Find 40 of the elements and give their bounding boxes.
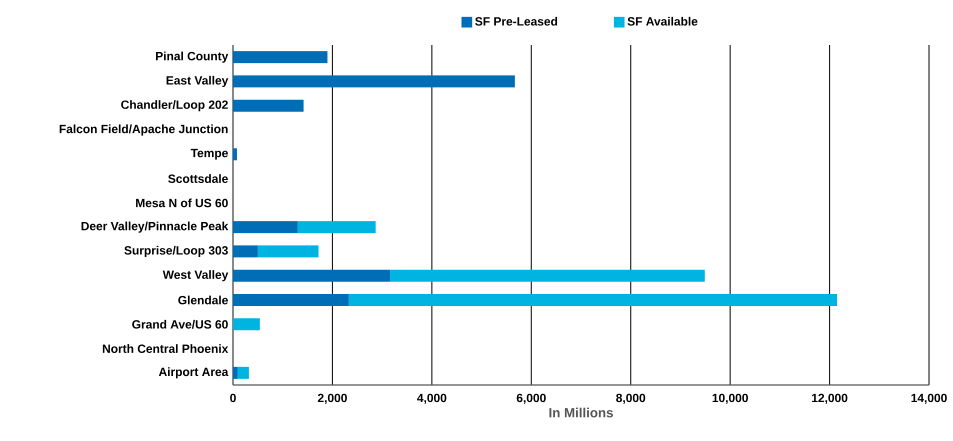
- x-tick-label: 2,000: [318, 394, 347, 404]
- y-tick-label: East Valley: [166, 76, 228, 87]
- y-tick-label: North Central Phoenix: [102, 344, 228, 353]
- y-tick-label: Mesa N of US 60: [136, 198, 228, 208]
- bar: [233, 270, 390, 282]
- y-tick-label: Glendale: [178, 296, 228, 304]
- x-tick-label: 4,000: [417, 394, 446, 404]
- legend-label: SF Available: [628, 16, 698, 26]
- y-tick-label: Airport Area: [158, 367, 228, 378]
- y-tick-label: Falcon Field/Apache Junction: [60, 124, 228, 136]
- bar: [348, 294, 838, 306]
- x-axis-title: In Millions: [549, 408, 613, 418]
- y-tick-label: Tempe: [190, 148, 228, 160]
- bar: [233, 100, 304, 112]
- bar: [298, 221, 376, 234]
- y-tick-label: Scottsdale: [168, 174, 228, 183]
- bar: [233, 221, 298, 234]
- y-tick-label: Grand Ave/US 60: [132, 320, 228, 329]
- bar: [233, 75, 515, 88]
- x-tick-label: 12,000: [812, 394, 848, 404]
- y-tick-label: Chandler/Loop 202: [121, 100, 228, 112]
- bar: [237, 366, 249, 379]
- x-tick-label: 10,000: [712, 394, 748, 404]
- x-tick-label: 0: [230, 394, 236, 402]
- y-tick-label: Deer Valley/Pinnacle Peak: [82, 222, 228, 233]
- x-tick-label: 8,000: [616, 394, 646, 404]
- bar: [258, 245, 319, 258]
- y-tick-label: Pinal County: [156, 52, 228, 63]
- bar: [233, 294, 349, 306]
- x-tick-label: 14,000: [911, 394, 947, 404]
- bar: [233, 366, 238, 379]
- bar: [390, 270, 705, 282]
- y-tick-label: West Valley: [162, 270, 228, 282]
- x-tick-label: 6,000: [516, 394, 546, 404]
- bar: [233, 245, 258, 258]
- bar: [233, 51, 328, 64]
- bar: [233, 148, 237, 160]
- legend-label: SF Pre-Leased: [475, 16, 558, 26]
- y-tick-label: Surprise/Loop 303: [124, 246, 228, 257]
- bar: [233, 318, 260, 330]
